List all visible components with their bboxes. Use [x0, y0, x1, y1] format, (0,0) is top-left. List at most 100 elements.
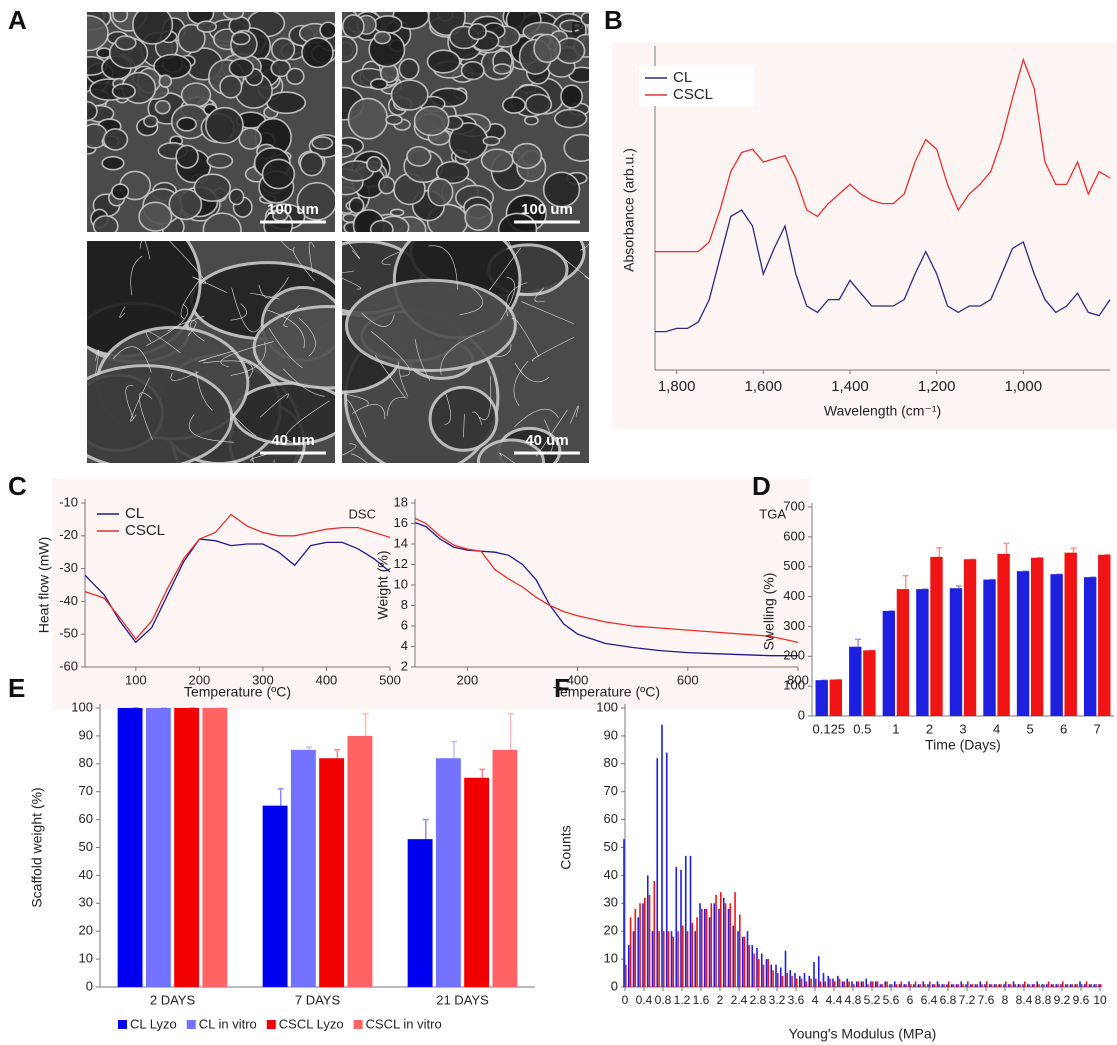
- sem-texture: [87, 12, 335, 232]
- bar: [853, 984, 855, 987]
- bar: [758, 959, 760, 987]
- bar: [1043, 984, 1045, 987]
- sem-fiber: [361, 312, 395, 327]
- bar: [1047, 981, 1050, 987]
- sem-cell: [378, 176, 396, 195]
- legend-swatch: [118, 1020, 127, 1029]
- x-tick-label: 100: [125, 672, 147, 687]
- sem-cell: [138, 201, 173, 232]
- bar: [667, 931, 670, 987]
- bar: [800, 978, 803, 987]
- x-tick-label: 1,400: [831, 378, 869, 395]
- sem-fiber: [259, 393, 289, 418]
- bar: [703, 908, 706, 987]
- sem-cell: [385, 114, 403, 126]
- sem-cell: [270, 37, 296, 62]
- sem-cell: [476, 438, 545, 463]
- bar: [1007, 984, 1010, 987]
- sem-cell: [205, 106, 244, 145]
- bar: [969, 984, 972, 987]
- x-tick-label: 1,600: [745, 378, 783, 395]
- sem-cell: [168, 188, 203, 221]
- bar: [1074, 984, 1077, 987]
- bar: [1016, 571, 1030, 716]
- x-tick-label: 300: [252, 672, 274, 687]
- sem-cell: [460, 60, 485, 81]
- legend-label: CSCL: [673, 86, 713, 103]
- y-tick-label: 20: [79, 923, 93, 938]
- y-tick-label: 0: [798, 707, 805, 722]
- bar: [145, 708, 171, 987]
- y-tick-label: 40: [604, 867, 618, 882]
- bar: [995, 984, 998, 987]
- x-tick-label: 21 DAYS: [436, 992, 489, 1007]
- bar: [955, 984, 958, 987]
- error-bar: [955, 585, 962, 589]
- bar: [779, 967, 782, 987]
- sem-fiber: [500, 276, 515, 321]
- bar: [891, 984, 893, 987]
- x-tick-label: 0.5: [853, 721, 871, 736]
- y-tick-label: 12: [394, 556, 408, 571]
- series-line: [655, 209, 1111, 333]
- bar: [627, 945, 630, 987]
- sem-cell: [347, 97, 389, 140]
- sem-fiber: [167, 320, 197, 337]
- sem-fiber: [579, 243, 589, 251]
- bar: [808, 975, 811, 987]
- bar: [789, 970, 792, 987]
- sem-fiber: [230, 303, 247, 321]
- bar: [1045, 984, 1048, 987]
- bar: [1033, 984, 1036, 987]
- sem-cell: [228, 58, 255, 78]
- bar: [691, 922, 694, 987]
- bar: [734, 892, 736, 987]
- sem-fiber: [94, 349, 100, 376]
- bar: [998, 984, 1001, 987]
- sem-cell: [143, 114, 159, 128]
- sem-cell: [390, 79, 429, 111]
- sem-fiber: [268, 327, 303, 369]
- sem-cell: [559, 19, 583, 33]
- bar: [663, 931, 665, 987]
- sem-cell: [222, 12, 245, 20]
- legend-swatch: [266, 1020, 276, 1029]
- x-tick-label: 8.4: [1016, 993, 1033, 1007]
- bar: [767, 959, 770, 987]
- bar: [949, 588, 963, 716]
- bar: [855, 981, 858, 987]
- bar: [805, 981, 808, 987]
- bar: [930, 556, 943, 716]
- bar: [903, 984, 906, 987]
- bar: [1098, 554, 1111, 716]
- bar: [651, 931, 654, 987]
- bar: [1093, 984, 1096, 987]
- bar: [815, 680, 828, 716]
- corner-text: B: [571, 19, 584, 39]
- x-tick-label: 0.8: [655, 993, 672, 1007]
- bar: [1071, 984, 1074, 987]
- sem-cell: [342, 35, 358, 63]
- sem-image: 40 um: [342, 241, 589, 463]
- bar: [1090, 984, 1093, 987]
- x-tick-label: 0.125: [813, 721, 846, 736]
- sem-cell: [533, 33, 562, 64]
- bar: [686, 931, 689, 987]
- bar: [1009, 984, 1012, 987]
- bar: [1057, 984, 1059, 987]
- sem-fiber: [112, 346, 152, 373]
- bar: [677, 931, 679, 987]
- y-tick-label: 600: [783, 528, 805, 543]
- x-tick-label: 200: [457, 672, 479, 687]
- bar: [791, 975, 793, 987]
- bar: [941, 984, 944, 987]
- bar: [1060, 984, 1062, 987]
- y-tick-label: 60: [604, 811, 618, 826]
- x-tick-label: 600: [677, 672, 699, 687]
- sem-fiber: [374, 355, 406, 398]
- y-tick-label: 14: [394, 535, 408, 550]
- x-tick-label: 2.8: [750, 993, 767, 1007]
- bar: [1005, 981, 1007, 987]
- bar: [743, 936, 746, 987]
- sem-fiber: [283, 305, 300, 327]
